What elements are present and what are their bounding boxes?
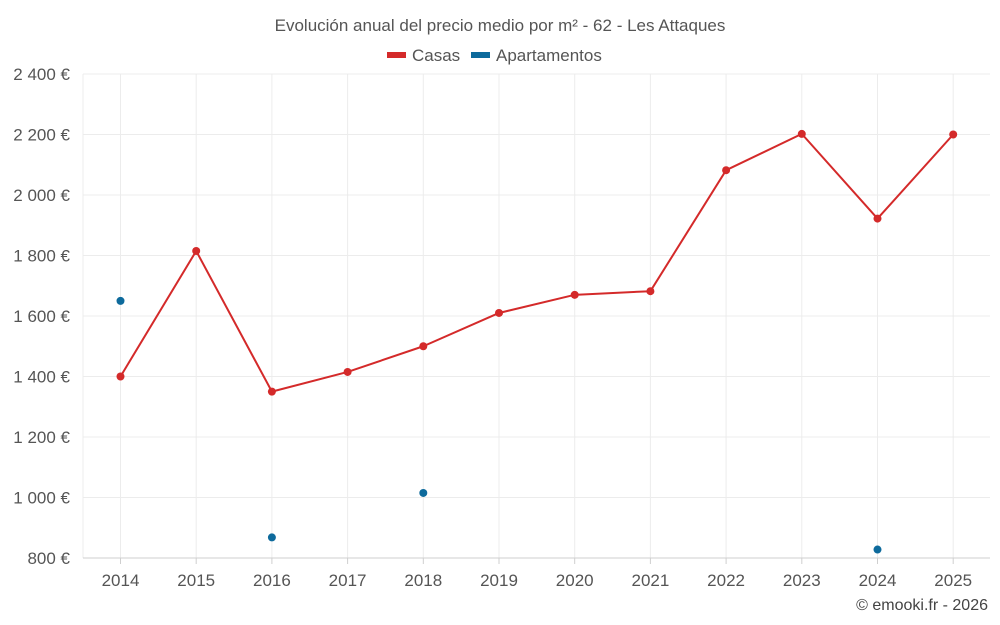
x-tick-label: 2020 [556,571,594,590]
x-tick-label: 2018 [404,571,442,590]
data-point-2018[interactable] [419,488,428,497]
data-point-2014[interactable] [116,296,125,305]
y-tick-label: 2 400 € [13,65,70,84]
series-line [119,132,954,393]
x-tick-label: 2016 [253,571,291,590]
y-tick-label: 1 000 € [13,489,70,508]
data-point-2024[interactable] [873,214,882,223]
series-casas [116,129,958,396]
x-tick-label: 2025 [934,571,972,590]
legend-item-apartamentos[interactable]: Apartamentos [471,46,602,65]
data-point-2017[interactable] [343,367,352,376]
data-point-2020[interactable] [570,290,579,299]
legend[interactable]: Casas Apartamentos [387,46,602,65]
legend-label: Apartamentos [496,46,602,65]
x-tick-label: 2022 [707,571,745,590]
legend-swatch [387,52,406,58]
y-tick-label: 1 800 € [13,247,70,266]
data-point-2018[interactable] [419,342,428,351]
y-tick-label: 1 200 € [13,428,70,447]
data-point-2023[interactable] [797,129,806,138]
data-point-2014[interactable] [116,372,125,381]
x-tick-label: 2015 [177,571,215,590]
series-apartamentos [116,296,882,554]
data-point-2015[interactable] [192,246,201,255]
chart-title: Evolución anual del precio medio por m² … [275,16,726,35]
legend-label: Casas [412,46,460,65]
y-tick-label: 800 € [27,549,70,568]
x-tick-label: 2023 [783,571,821,590]
data-point-2016[interactable] [267,387,276,396]
data-point-2025[interactable] [949,130,958,139]
data-point-2016[interactable] [267,533,276,542]
x-tick-label: 2021 [631,571,669,590]
credit-text: © emooki.fr - 2026 [856,597,988,614]
data-point-2021[interactable] [646,287,655,296]
y-tick-label: 1 600 € [13,307,70,326]
x-tick-label: 2019 [480,571,518,590]
y-axis-ticks: 800 € 1 000 € 1 200 € 1 400 € 1 600 € 1 800 €… [13,65,70,568]
y-tick-label: 2 000 € [13,186,70,205]
y-tick-label: 1 400 € [13,368,70,387]
x-tick-label: 2014 [102,571,140,590]
series [116,129,958,554]
data-point-2024[interactable] [873,545,882,554]
data-point-2022[interactable] [722,166,731,175]
y-tick-label: 2 200 € [13,126,70,145]
data-point-2019[interactable] [495,308,503,317]
x-tick-label: 2024 [859,571,897,590]
x-tick-label: 2017 [329,571,367,590]
grid [82,73,990,558]
legend-swatch [471,52,490,58]
legend-item-casas[interactable]: Casas [387,46,460,65]
x-axis-ticks: 2014 2015 2016 2017 2018 2019 2020 2021 2022 2023… [83,557,990,590]
